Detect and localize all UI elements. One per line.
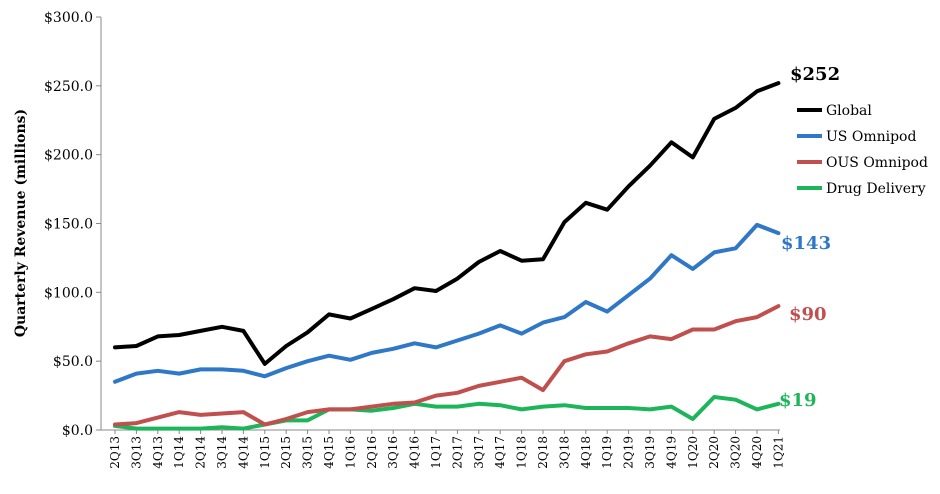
end-value-label: $143 bbox=[781, 233, 831, 254]
x-tick-label: 2Q17 bbox=[450, 436, 464, 469]
end-value-label: $90 bbox=[789, 304, 827, 325]
x-tick-label: 4Q15 bbox=[322, 436, 336, 469]
end-value-label: $252 bbox=[790, 64, 840, 85]
series-lines bbox=[113, 81, 781, 431]
x-tick-label: 3Q15 bbox=[301, 436, 315, 469]
x-tick-label: 3Q19 bbox=[643, 436, 657, 469]
x-tick-label: 3Q14 bbox=[215, 436, 229, 469]
x-tick-label: 2Q20 bbox=[707, 436, 721, 469]
legend: Global US Omnipod OUS Omnipod Drug Delivery bbox=[797, 103, 928, 197]
x-tick-label: 3Q18 bbox=[557, 436, 571, 469]
y-tick-label: $150.0 bbox=[44, 217, 93, 233]
x-tick-label: 2Q14 bbox=[194, 436, 208, 469]
series-line-drug-delivery bbox=[113, 395, 781, 431]
x-tick-label: 1Q19 bbox=[600, 436, 614, 469]
axes: $0.0 $50.0 $100.0 $150.0 $200.0 $250.0 $300.0 2… bbox=[44, 10, 785, 469]
legend-label: Drug Delivery bbox=[826, 181, 926, 197]
end-value-label: $19 bbox=[779, 390, 817, 411]
y-tick-label: $0.0 bbox=[62, 423, 93, 439]
x-tick-label: 3Q20 bbox=[729, 436, 743, 469]
x-tick-label: 4Q20 bbox=[750, 436, 764, 469]
x-tick-label: 1Q14 bbox=[172, 436, 186, 469]
x-tick-label: 2Q18 bbox=[536, 436, 550, 469]
series-line-us-omnipod bbox=[113, 222, 781, 384]
x-tick-label: 3Q13 bbox=[129, 436, 143, 469]
x-tick-label: 1Q15 bbox=[258, 436, 272, 469]
end-labels: $252 $143 $90 $19 bbox=[779, 64, 840, 411]
x-tick-label: 1Q17 bbox=[429, 436, 443, 469]
legend-label: US Omnipod bbox=[826, 129, 916, 145]
y-tick-label: $50.0 bbox=[53, 354, 93, 370]
x-tick-label: 1Q20 bbox=[686, 436, 700, 469]
y-tick-label: $250.0 bbox=[44, 79, 93, 95]
series-line-ous-omnipod bbox=[113, 304, 781, 427]
x-tick-label: 1Q21 bbox=[771, 436, 785, 469]
x-tick-label: 2Q19 bbox=[622, 436, 636, 469]
x-tick-label: 3Q17 bbox=[472, 436, 486, 469]
y-axis-title: Quarterly Revenue (millions) bbox=[13, 109, 29, 337]
x-tick-label: 4Q19 bbox=[664, 436, 678, 469]
legend-label: Global bbox=[826, 103, 872, 119]
x-tick-label: 2Q15 bbox=[279, 436, 293, 469]
y-tick-label: $100.0 bbox=[44, 285, 93, 301]
y-tick-label: $300.0 bbox=[44, 10, 93, 26]
x-tick-label: 2Q13 bbox=[108, 436, 122, 469]
legend-label: OUS Omnipod bbox=[826, 155, 928, 171]
x-tick-label: 4Q18 bbox=[579, 436, 593, 469]
x-tick-label: 4Q17 bbox=[493, 436, 507, 469]
x-tick-label: 3Q16 bbox=[386, 436, 400, 469]
x-tick-label: 4Q14 bbox=[236, 436, 250, 469]
x-tick-label: 1Q16 bbox=[343, 436, 357, 469]
y-tick-label: $200.0 bbox=[44, 148, 93, 164]
x-tick-label: 2Q16 bbox=[365, 436, 379, 469]
x-tick-label: 1Q18 bbox=[515, 436, 529, 469]
series-line-global bbox=[113, 81, 781, 366]
x-tick-label: 4Q16 bbox=[408, 436, 422, 469]
x-tick-label: 4Q13 bbox=[151, 436, 165, 469]
